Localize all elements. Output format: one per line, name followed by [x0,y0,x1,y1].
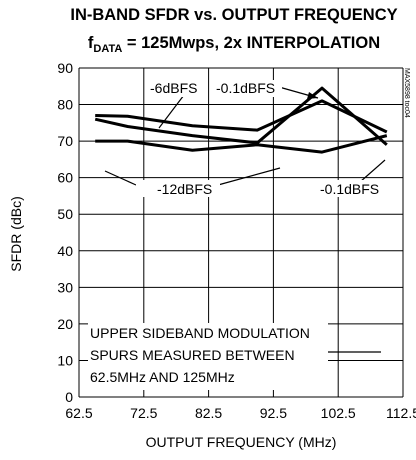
note-line-1: UPPER SIDEBAND MODULATION [90,325,310,341]
leader-12dbfs-left [104,170,137,186]
tick-labels: 62.5 72.5 82.5 92.5 102.5 112.5 0 10 20 30 40 50 60 7… [57,60,416,421]
y-tick-label: 0 [65,389,73,405]
x-tick-label: 92.5 [260,405,287,421]
label-0p1dbfs-bottom: -0.1dBFS [320,181,379,197]
leader-0p1dbfs-bottom [359,159,386,183]
series-line [94,86,388,146]
chart-title-line1: IN-BAND SFDR vs. OUTPUT FREQUENCY [70,6,397,24]
annotation-labels: -6dBFS -0.1dBFS -12dBFS -0.1dBFS [136,80,388,197]
chart-title-f: f [88,34,94,52]
arrow-0p1dbfs-top [307,92,318,99]
x-tick-label: 112.5 [386,405,416,421]
leader-6dbfs [158,94,185,129]
y-tick-label: 60 [57,170,73,186]
label-6dbfs: -6dBFS [150,80,197,96]
label-bg [148,80,198,97]
leader-12dbfs-right [217,167,281,186]
label-0p1dbfs-top: -0.1dBFS [216,80,275,96]
series-line [95,134,388,154]
y-tick-label: 40 [57,243,73,259]
label-bg [318,180,388,197]
y-tick-label: 20 [57,316,73,332]
note-bg [88,323,328,390]
chart-title-line2: fDATA = 125Mwps, 2x INTERPOLATION [88,34,380,55]
x-tick-label: 102.5 [321,405,356,421]
y-tick-label: 10 [57,352,73,368]
chart-title-subscript: DATA [93,43,122,55]
part-code: MAX5898 toc04 [403,68,410,118]
y-tick-label: 50 [57,206,73,222]
y-tick-label: 90 [57,60,73,76]
series-lines [94,86,388,154]
y-axis-label: SFDR (dBc) [8,196,24,271]
annotation-leaders [104,86,386,353]
y-tick-label: 30 [57,279,73,295]
x-tick-label: 82.5 [195,405,222,421]
series-line [95,99,388,134]
y-tick-label: 80 [57,97,73,113]
label-bg [136,180,220,197]
x-tick-label: 72.5 [130,405,157,421]
measurement-note: UPPER SIDEBAND MODULATION SPURS MEASURED… [88,323,328,390]
chart-title-rest: = 125Mwps, 2x INTERPOLATION [122,34,380,52]
x-tick-label: 62.5 [65,405,92,421]
note-line-2: SPURS MEASURED BETWEEN [90,347,295,363]
y-tick-label: 70 [57,133,73,149]
label-bg [214,80,282,97]
label-12dbfs: -12dBFS [157,181,212,197]
x-axis-label: OUTPUT FREQUENCY (MHz) [146,434,337,450]
note-line-3: 62.5MHz AND 125MHz [90,369,235,385]
